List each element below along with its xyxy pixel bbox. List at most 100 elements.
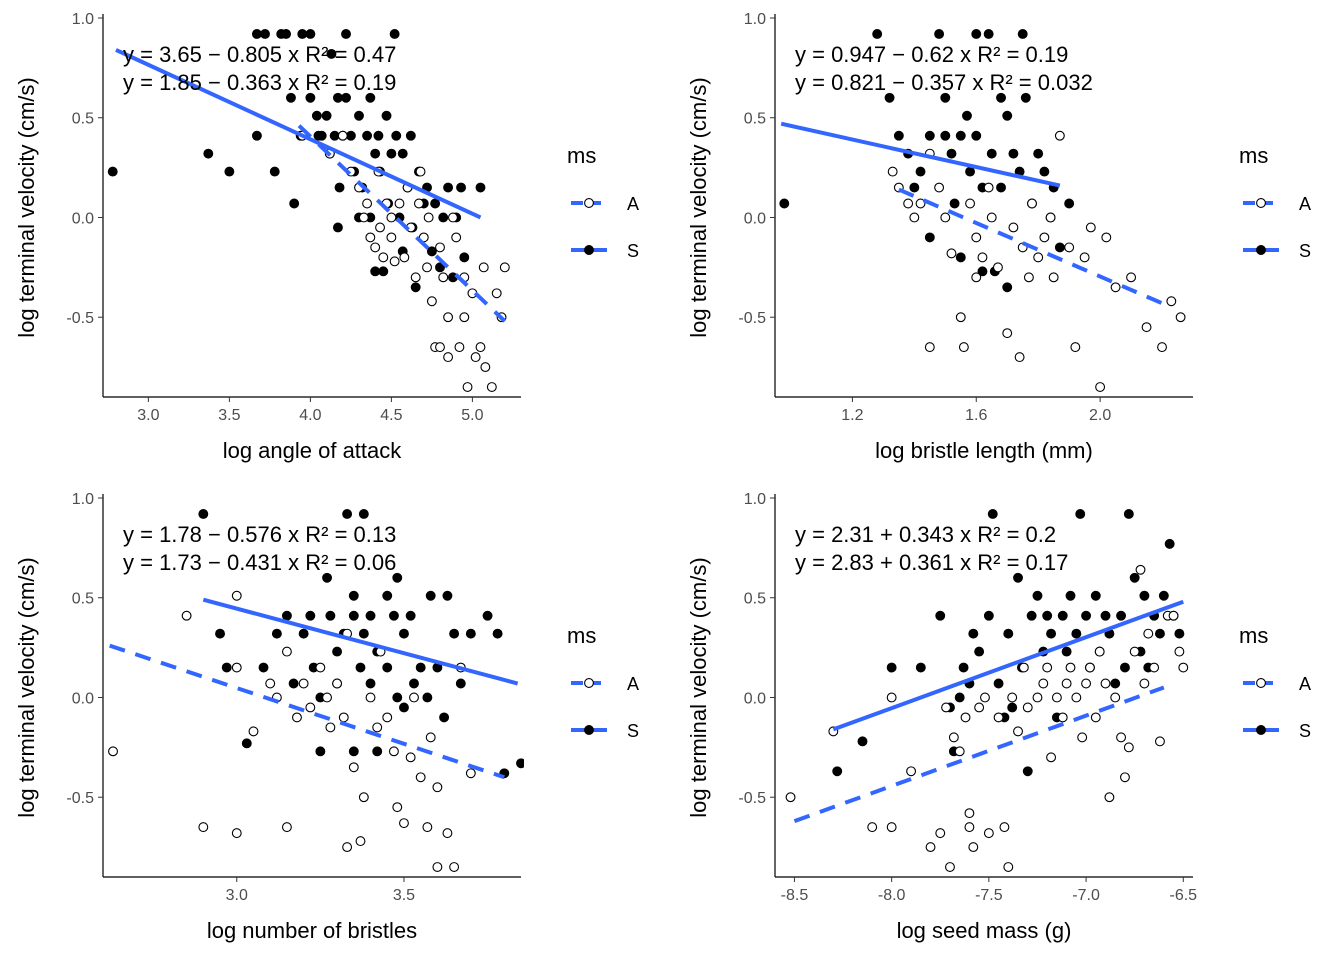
point-s <box>968 628 979 639</box>
point-s <box>1003 628 1014 639</box>
point-a <box>281 646 292 657</box>
point-a <box>355 836 366 847</box>
fit-line-a <box>793 685 1165 824</box>
point-a <box>960 712 971 723</box>
point-a <box>413 198 424 209</box>
point-a <box>1007 692 1018 703</box>
equation-label-s: y = 1.78 − 0.576 x R² = 0.13 <box>123 522 396 547</box>
fit-line-a <box>898 187 1173 310</box>
point-s <box>442 590 453 601</box>
point-a <box>1079 252 1090 263</box>
point-s <box>392 572 403 583</box>
point-a <box>370 242 381 253</box>
point-s <box>405 610 416 621</box>
point-a <box>1135 564 1146 575</box>
point-s <box>305 29 316 39</box>
point-a <box>965 198 976 209</box>
y-tick-label: -0.5 <box>738 790 766 807</box>
point-s <box>456 182 467 193</box>
y-axis-title: log terminal velocity (cm/s) <box>686 557 711 817</box>
point-s <box>348 746 359 757</box>
y-tick-label: 1.0 <box>744 491 766 508</box>
point-a <box>438 272 449 283</box>
point-s <box>288 678 299 689</box>
point-a <box>1116 732 1127 743</box>
legend-title: ms <box>1239 623 1268 648</box>
point-a <box>422 262 432 273</box>
point-a <box>925 842 936 853</box>
point-a <box>358 792 369 803</box>
point-s <box>1154 628 1165 639</box>
point-s <box>410 282 421 293</box>
point-s <box>215 628 225 639</box>
point-a <box>459 312 470 323</box>
y-tick-label: -0.5 <box>738 310 766 327</box>
point-a <box>955 312 966 323</box>
point-s <box>465 628 476 639</box>
point-s <box>1017 29 1028 39</box>
point-s <box>1002 282 1013 293</box>
point-s <box>386 148 397 159</box>
point-a <box>432 862 443 872</box>
point-a <box>1110 692 1121 703</box>
point-a <box>954 746 965 757</box>
legend-key-point <box>1256 245 1266 255</box>
equation-label-s: y = 0.947 − 0.62 x R² = 0.19 <box>795 42 1068 67</box>
point-a <box>1038 678 1049 689</box>
point-a <box>399 818 409 829</box>
point-a <box>1175 312 1186 323</box>
point-s <box>372 746 383 757</box>
point-a <box>1090 712 1101 723</box>
fit-line-a <box>109 643 505 780</box>
point-s <box>940 92 951 103</box>
y-axis-title: log terminal velocity (cm/s) <box>14 557 39 817</box>
point-s <box>430 198 441 209</box>
x-tick-label: 1.6 <box>965 407 987 424</box>
point-s <box>1032 590 1043 601</box>
point-s <box>1139 590 1150 601</box>
panel-number-of-bristles: 1.0 0.5 0.0 -0.5 3.0 3.5 log number of bristle… <box>14 491 639 943</box>
point-a <box>388 746 399 757</box>
point-s <box>355 662 366 673</box>
point-s <box>342 509 353 519</box>
point-a <box>386 232 397 243</box>
point-s <box>422 692 433 703</box>
point-s <box>399 628 409 639</box>
point-s <box>415 662 426 673</box>
point-s <box>949 198 960 209</box>
point-a <box>422 822 433 833</box>
point-a <box>372 722 383 733</box>
fit-line-a <box>297 124 507 323</box>
point-a <box>432 782 443 793</box>
legend-label-a: A <box>1299 194 1311 214</box>
point-s <box>345 130 356 141</box>
point-s <box>354 110 364 121</box>
x-axis-title: log number of bristles <box>207 918 417 943</box>
point-a <box>968 842 979 853</box>
point-s <box>934 29 945 39</box>
point-a <box>971 232 982 243</box>
point-a <box>1008 222 1019 233</box>
point-s <box>399 702 409 713</box>
point-s <box>391 130 402 141</box>
point-s <box>1120 662 1130 673</box>
point-s <box>316 130 327 141</box>
point-s <box>251 130 262 141</box>
point-s <box>449 628 460 639</box>
point-a <box>415 772 426 783</box>
point-a <box>1129 646 1140 657</box>
point-a <box>248 726 259 737</box>
point-s <box>378 266 389 277</box>
point-s <box>258 662 269 673</box>
point-a <box>1054 130 1065 141</box>
point-s <box>482 610 493 621</box>
point-a <box>392 802 403 813</box>
point-s <box>305 92 316 103</box>
y-tick-label: -0.5 <box>66 790 94 807</box>
point-a <box>378 252 389 263</box>
point-s <box>289 198 300 209</box>
point-s <box>325 610 336 621</box>
point-a <box>231 662 242 673</box>
point-a <box>1077 732 1088 743</box>
point-s <box>281 610 292 621</box>
